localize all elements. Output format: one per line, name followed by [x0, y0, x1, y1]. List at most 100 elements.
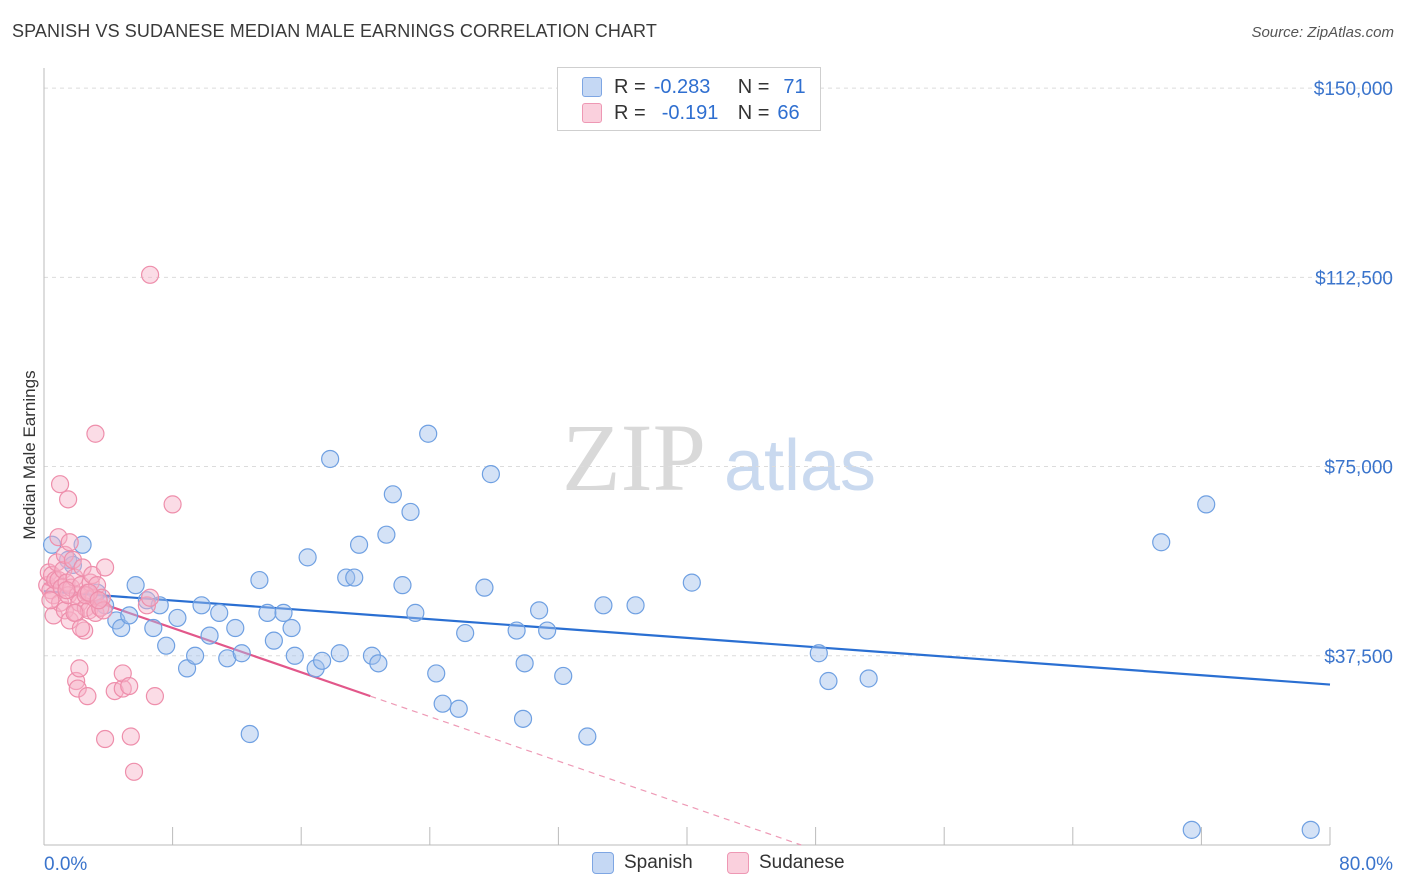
spanish-point [393, 576, 412, 595]
spanish-point [150, 596, 169, 615]
spanish-point [226, 618, 245, 638]
sudanese-point [73, 558, 92, 577]
spanish-point [1182, 820, 1201, 839]
sudanese-point [59, 490, 78, 509]
sudanese-point [78, 687, 97, 706]
watermark-zip: ZIP [562, 404, 706, 511]
sudanese-point [124, 762, 144, 781]
spanish-point [809, 644, 828, 663]
legend-r-label: R = [614, 75, 646, 98]
spanish-point [1301, 820, 1320, 839]
legend-n-label: N = [737, 75, 770, 98]
spanish-point [369, 654, 388, 673]
y-tick-label: $150,000 [1314, 79, 1393, 100]
series-swatch-sudanese [727, 852, 749, 874]
sudanese-point [121, 727, 140, 746]
spanish-point [377, 525, 396, 544]
spanish-point [594, 596, 613, 615]
spanish-point [475, 578, 494, 597]
spanish-point [258, 603, 277, 622]
sudanese-point [65, 603, 84, 622]
sudanese-point [145, 687, 165, 706]
spanish-point [120, 606, 139, 625]
stats-legend: R = -0.283 N = 71 R = -0.191 N = 66 [557, 67, 821, 131]
sudanese-point [89, 591, 108, 610]
chart-source: Source: ZipAtlas.com [1251, 24, 1394, 41]
spanish-point [406, 603, 425, 622]
spanish-trend-line [43, 590, 1331, 686]
spanish-point [530, 601, 549, 620]
sudanese-point [120, 676, 139, 696]
spanish-point [349, 535, 369, 554]
spanish-point [240, 724, 259, 744]
legend-row-spanish: R = -0.283 N = 71 [582, 74, 806, 100]
legend-swatch-spanish [582, 77, 602, 97]
spanish-point [157, 636, 176, 655]
sudanese-point [79, 583, 99, 602]
sudanese-point [95, 558, 115, 577]
spanish-point [383, 485, 402, 504]
sudanese-point [71, 618, 91, 638]
x-tick-label: 80.0% [1339, 854, 1393, 875]
series-swatch-spanish [592, 852, 614, 874]
spanish-point [285, 646, 304, 665]
spanish-point [200, 626, 219, 645]
legend-n-value-spanish: 71 [783, 75, 806, 98]
legend-r-label: R = [614, 101, 646, 124]
sudanese-point [70, 659, 89, 678]
spanish-point [298, 548, 317, 567]
y-tick-label: $75,000 [1324, 458, 1393, 479]
series-label-spanish: Spanish [624, 852, 693, 873]
spanish-point [168, 608, 187, 628]
spanish-point [859, 669, 878, 688]
sudanese-point [95, 729, 115, 749]
spanish-point [321, 449, 340, 469]
spanish-point [218, 649, 237, 668]
series-legend-spanish: Spanish [592, 852, 693, 874]
sudanese-point [49, 528, 68, 547]
spanish-point [626, 596, 645, 615]
spanish-point [144, 618, 163, 638]
spanish-point [126, 576, 145, 595]
sudanese-trend-extension [370, 695, 802, 846]
sudanese-point [60, 533, 79, 552]
spanish-point [449, 699, 468, 718]
chart-title: SPANISH VS SUDANESE MEDIAN MALE EARNINGS… [12, 21, 657, 41]
legend-r-value-sudanese: -0.191 [661, 101, 719, 124]
spanish-point [186, 646, 205, 665]
spanish-point [59, 550, 78, 569]
spanish-point [433, 694, 452, 713]
spanish-point [232, 644, 251, 663]
spanish-point [264, 631, 283, 650]
sudanese-point [50, 475, 70, 494]
legend-swatch-sudanese [582, 103, 602, 123]
sudanese-point [68, 679, 87, 698]
spanish-point [274, 603, 293, 622]
spanish-point [1152, 533, 1171, 552]
spanish-point [362, 646, 382, 665]
watermark-atlas: atlas [724, 426, 876, 506]
legend-n-value-sudanese: 66 [777, 101, 800, 124]
spanish-point [192, 596, 211, 615]
sudanese-point [163, 495, 182, 514]
spanish-point [513, 709, 533, 728]
sudanese-point [75, 621, 94, 640]
series-legend-sudanese: Sudanese [727, 852, 845, 874]
spanish-point [507, 621, 526, 640]
spanish-point [554, 666, 573, 686]
legend-row-sudanese: R = -0.191 N = 66 [582, 100, 800, 126]
sudanese-point [63, 550, 83, 569]
spanish-point [42, 535, 62, 554]
spanish-point [578, 727, 597, 746]
spanish-point [682, 573, 701, 592]
spanish-point [456, 623, 475, 643]
spanish-point [419, 424, 438, 443]
watermark: ZIP atlas [562, 404, 876, 511]
spanish-point [1197, 495, 1216, 514]
series-label-sudanese: Sudanese [759, 852, 845, 873]
spanish-point [427, 664, 446, 683]
sudanese-point [52, 578, 71, 597]
spanish-point [481, 465, 500, 484]
legend-n-label: N = [737, 101, 770, 124]
